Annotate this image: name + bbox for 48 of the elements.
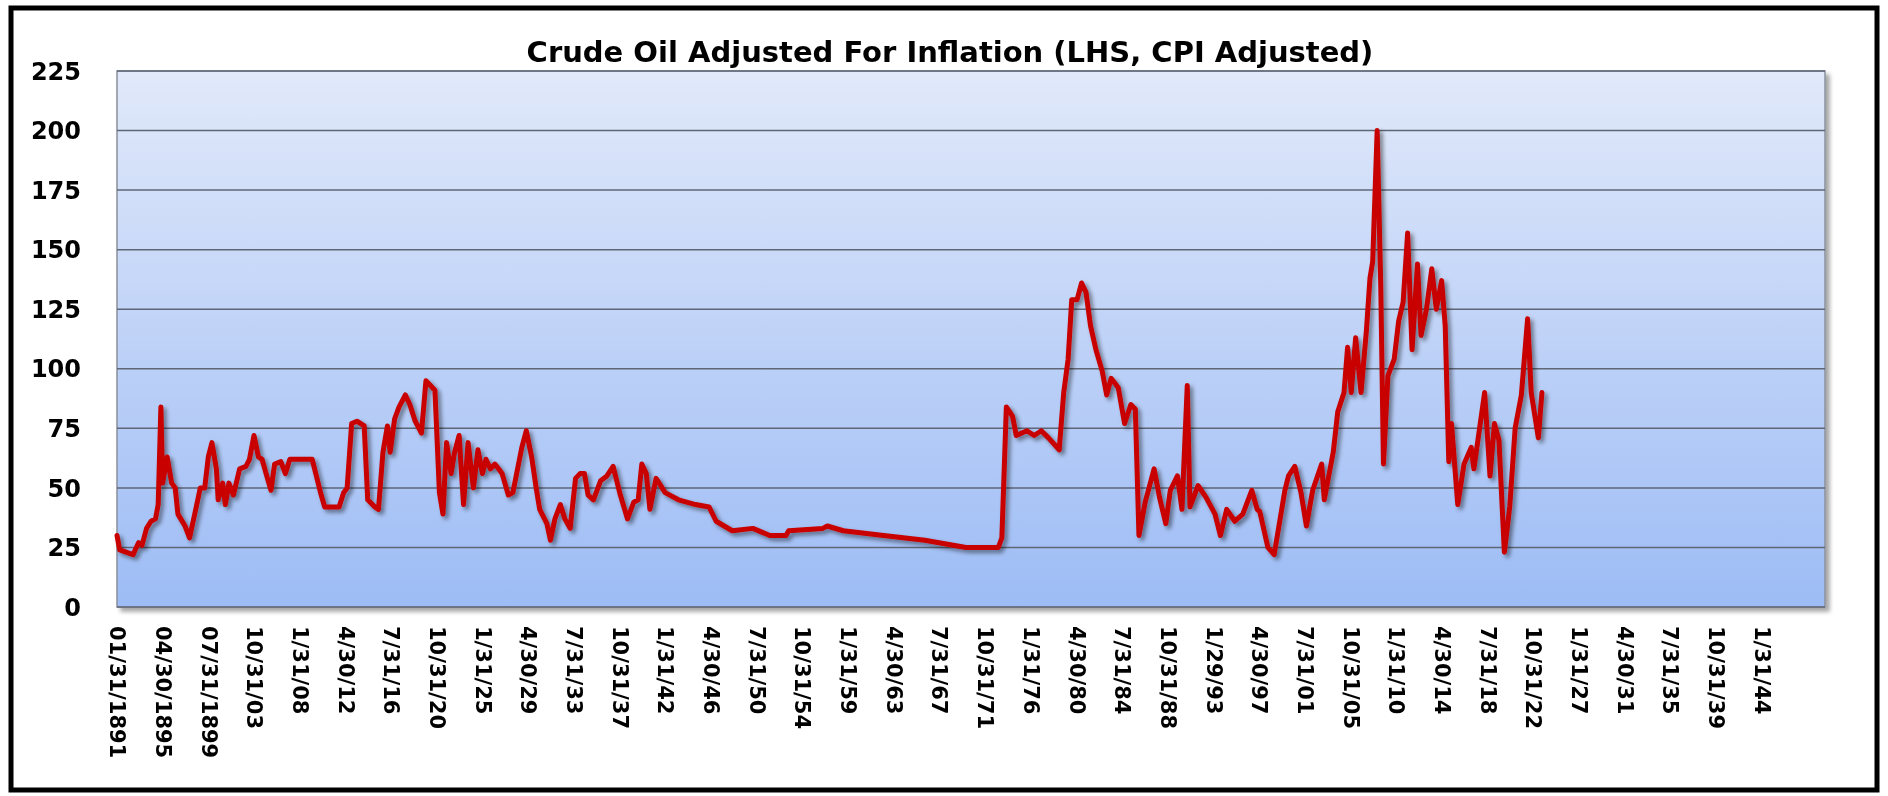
x-tick-label: 10/31/22 (1521, 626, 1546, 730)
x-tick-label: 10/31/05 (1338, 626, 1363, 730)
x-tick-label: 7/31/18 (1475, 626, 1500, 715)
x-tick-label: 1/31/44 (1749, 626, 1774, 715)
x-tick-label: 1/31/27 (1567, 626, 1592, 715)
x-tick-label: 1/29/93 (1201, 626, 1226, 715)
x-tick-label: 10/31/71 (973, 626, 998, 730)
x-tick-label: 10/31/03 (242, 626, 267, 730)
x-tick-label: 7/31/84 (1110, 626, 1135, 715)
x-tick-label: 10/31/88 (1155, 626, 1180, 730)
y-tick-label: 200 (30, 117, 81, 146)
y-tick-label: 25 (47, 534, 81, 563)
y-tick-label: 0 (64, 593, 81, 622)
x-tick-label: 07/31/1899 (196, 626, 221, 759)
x-tick-label: 10/31/20 (425, 626, 450, 730)
y-tick-label: 125 (30, 295, 81, 324)
x-tick-label: 1/31/08 (288, 626, 312, 715)
x-tick-label: 7/31/16 (379, 626, 404, 715)
x-tick-label: 4/30/63 (881, 626, 906, 715)
x-tick-label: 7/31/50 (744, 626, 769, 715)
x-tick-label: 1/31/76 (1018, 626, 1043, 715)
x-tick-label: 4/30/80 (1064, 626, 1089, 715)
x-tick-label: 01/31/1891 (105, 626, 130, 759)
x-tick-label: 4/30/31 (1612, 626, 1637, 715)
y-tick-label: 75 (47, 414, 81, 443)
y-tick-label: 175 (30, 176, 81, 205)
x-tick-label: 7/31/67 (927, 626, 952, 715)
x-tick-label: 7/31/35 (1658, 626, 1683, 715)
x-tick-label: 1/31/25 (470, 626, 495, 715)
x-tick-label: 4/30/14 (1429, 626, 1454, 715)
x-tick-label: 1/31/10 (1384, 626, 1409, 715)
x-tick-label: 10/31/37 (607, 626, 632, 730)
x-tick-label: 1/31/42 (653, 626, 678, 715)
x-tick-label: 10/31/54 (790, 626, 815, 730)
y-tick-label: 100 (30, 355, 81, 384)
chart-title: Crude Oil Adjusted For Inflation (LHS, CPI Adjusted) (526, 35, 1374, 69)
x-tick-label: 4/30/46 (699, 626, 724, 715)
x-tick-label: 4/30/12 (333, 626, 358, 715)
x-tick-label: 04/30/1895 (150, 626, 175, 759)
x-tick-label: 7/31/01 (1292, 626, 1317, 715)
x-tick-label: 10/31/39 (1704, 626, 1729, 730)
x-tick-label: 1/31/59 (836, 626, 861, 715)
y-tick-label: 225 (30, 57, 81, 86)
y-tick-label: 50 (47, 474, 81, 503)
x-tick-label: 4/30/97 (1247, 626, 1272, 715)
x-tick-label: 7/31/33 (562, 626, 587, 715)
x-tick-label: 4/30/29 (516, 626, 541, 715)
y-tick-label: 150 (30, 236, 81, 265)
